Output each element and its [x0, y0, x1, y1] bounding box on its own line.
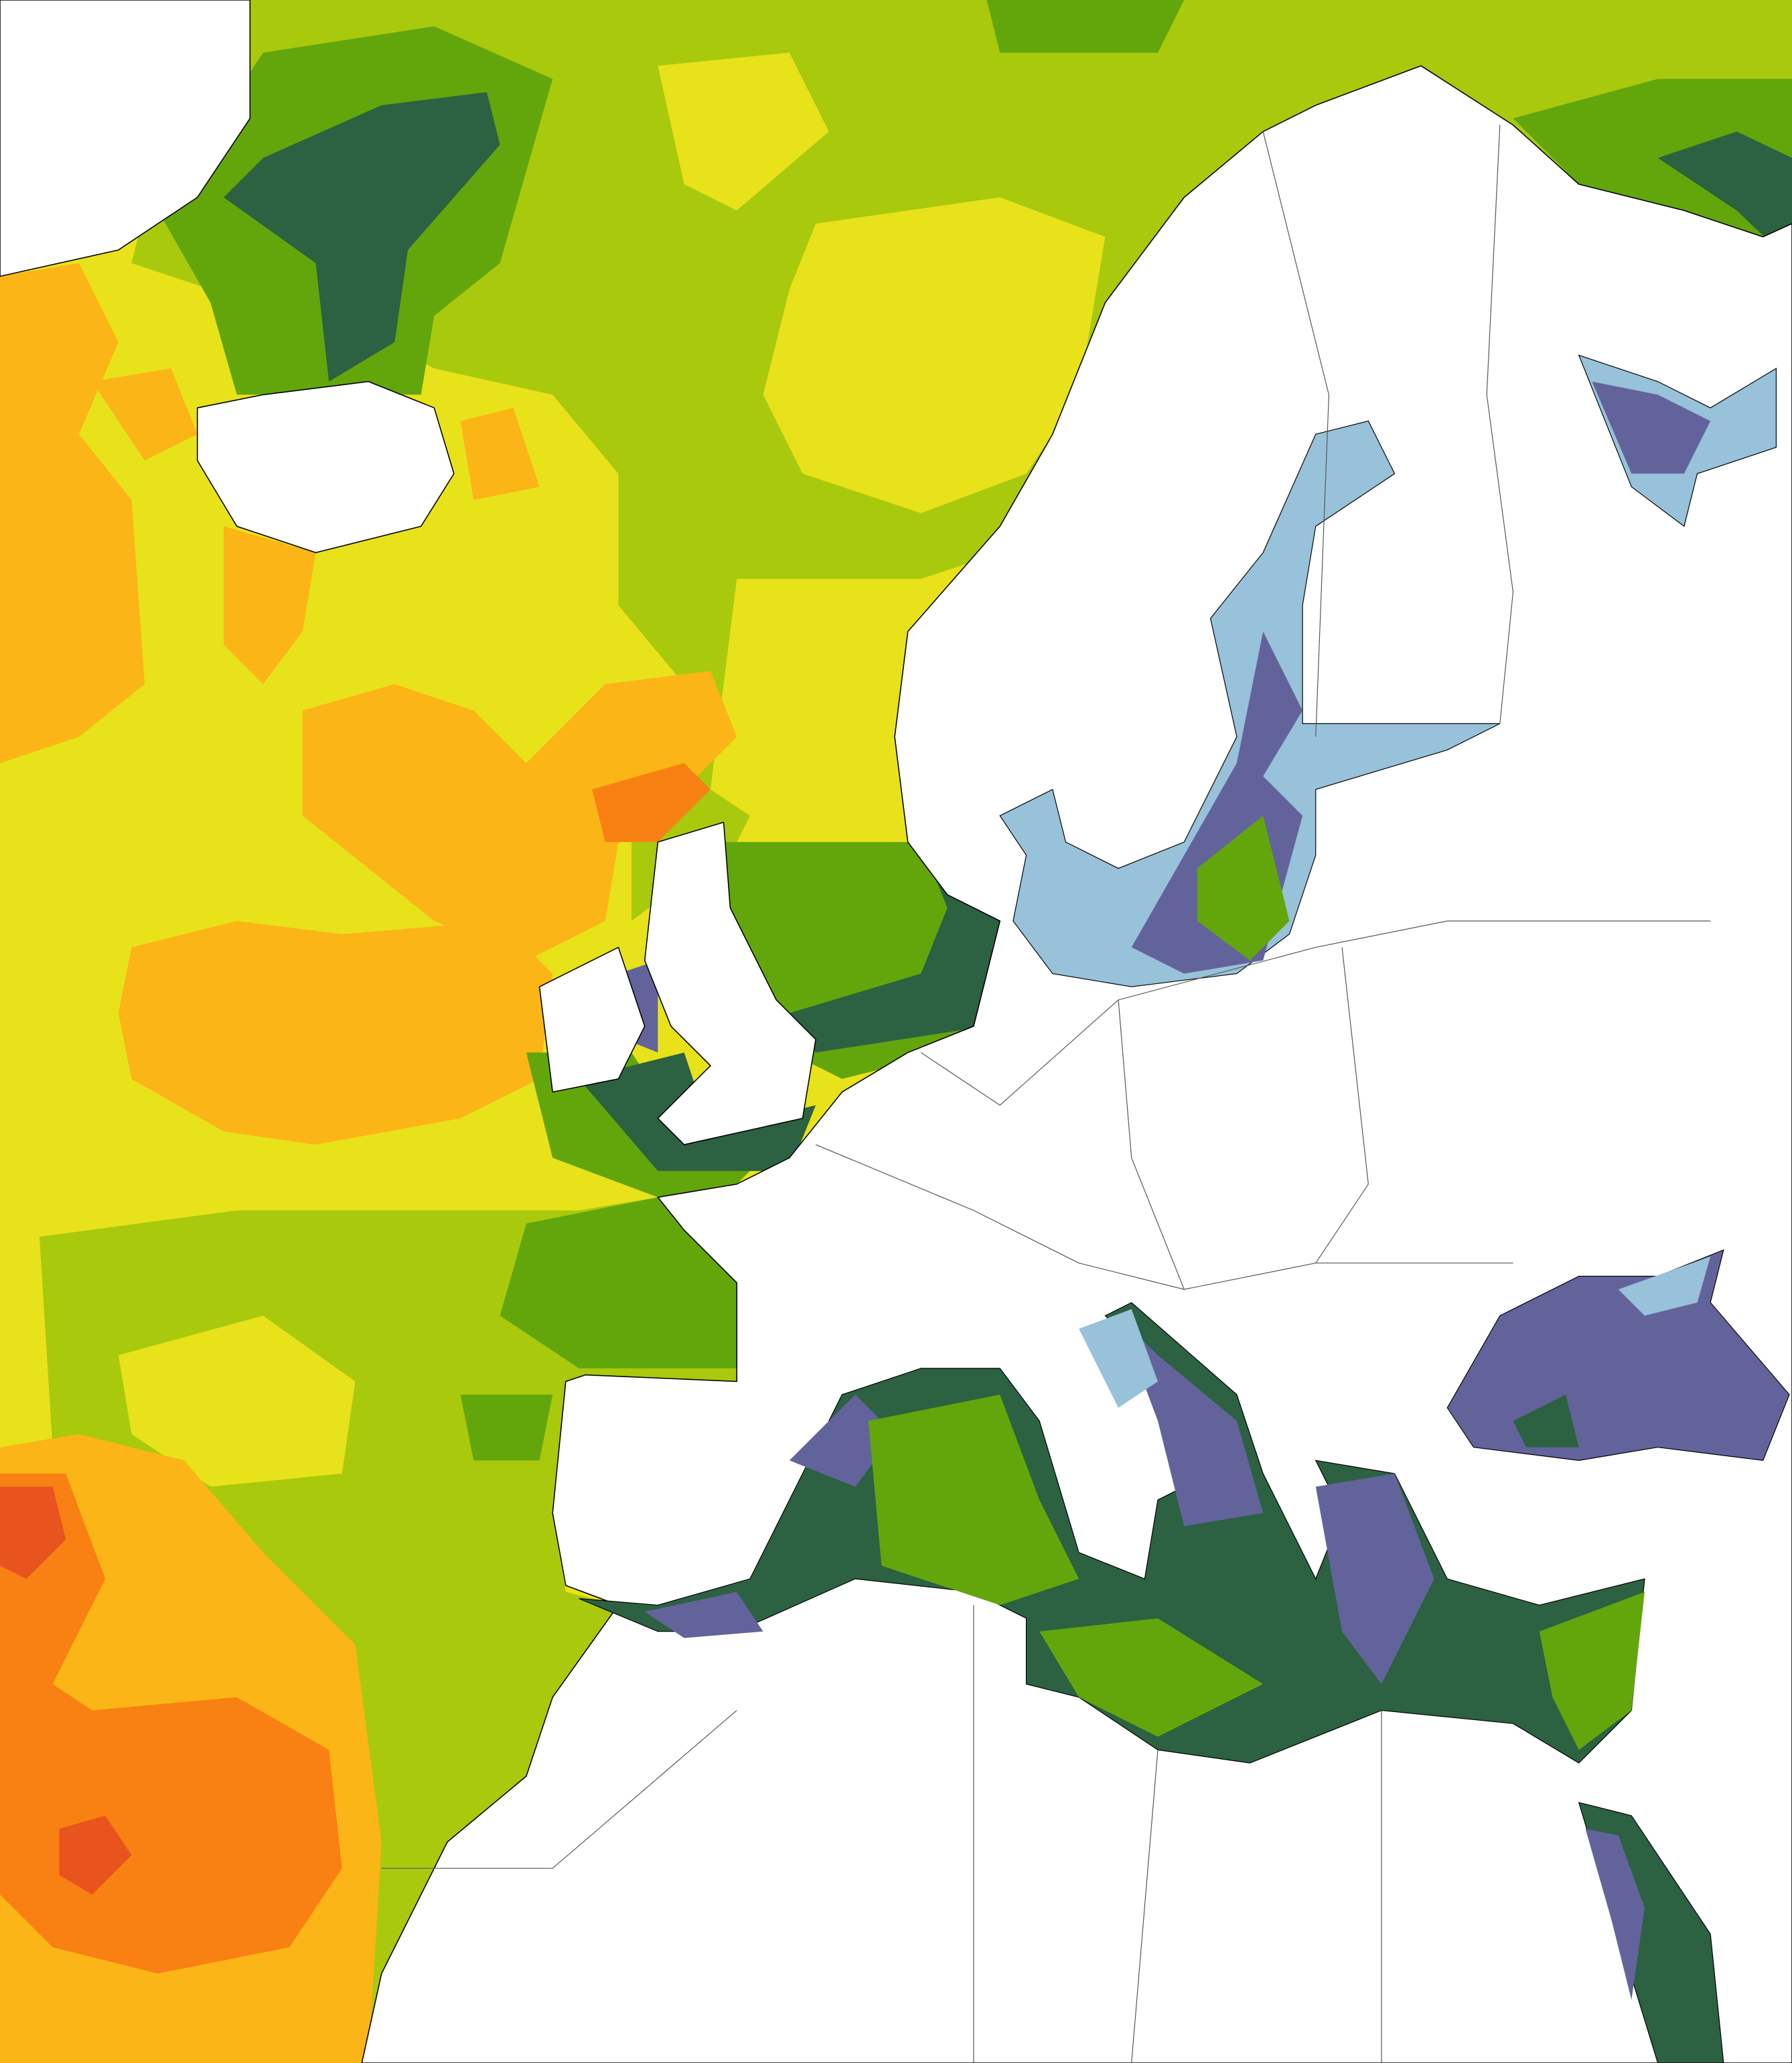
border [1486, 125, 1514, 724]
ocean-zone [763, 197, 1106, 514]
sea-zone [644, 1591, 763, 1638]
ocean-zone [224, 526, 316, 685]
border [1315, 947, 1369, 1264]
sea-zone [1539, 1591, 1645, 1750]
ocean-zone [302, 670, 737, 961]
ocean-zone [0, 1486, 66, 1579]
sea-zone [1592, 381, 1711, 474]
ocean-zone [59, 1815, 132, 1895]
sea-zone [1585, 1829, 1645, 2000]
border [381, 1710, 737, 1869]
sea-zone [1118, 1315, 1264, 1526]
ocean-zone [0, 263, 145, 764]
land [0, 0, 251, 277]
ocean-zone [1657, 131, 1792, 263]
ocean-zone [92, 368, 198, 461]
land [538, 946, 646, 1093]
sea-zone [1039, 1618, 1264, 1737]
ocean-zone [1513, 78, 1792, 290]
ocean-zone [658, 52, 829, 211]
ocean-zone [500, 1197, 737, 1368]
sea-zone [789, 1395, 895, 1487]
sea-zone [868, 1395, 1079, 1606]
border [1131, 1750, 1159, 2063]
ocean-zone [592, 763, 711, 843]
sea-zone [1513, 1395, 1579, 1447]
border [921, 920, 1711, 1106]
sea-zone [1197, 815, 1290, 961]
ocean-zone [118, 1315, 356, 1487]
border [1118, 999, 1185, 1290]
border [815, 1144, 1513, 1290]
sea-zone [1315, 1474, 1434, 1685]
ocean-zone [986, 0, 1185, 53]
ocean-zone [460, 1395, 553, 1461]
sea-zone [1079, 1309, 1158, 1408]
ocean-zone [224, 92, 500, 382]
sea-zone [1618, 1256, 1711, 1316]
ocean-zone [118, 921, 553, 1145]
sea [1446, 1249, 1790, 1461]
ocean-zone [460, 407, 540, 500]
land [196, 380, 455, 553]
ocean-zone [710, 579, 921, 843]
border [1262, 131, 1329, 737]
land [644, 821, 816, 1145]
